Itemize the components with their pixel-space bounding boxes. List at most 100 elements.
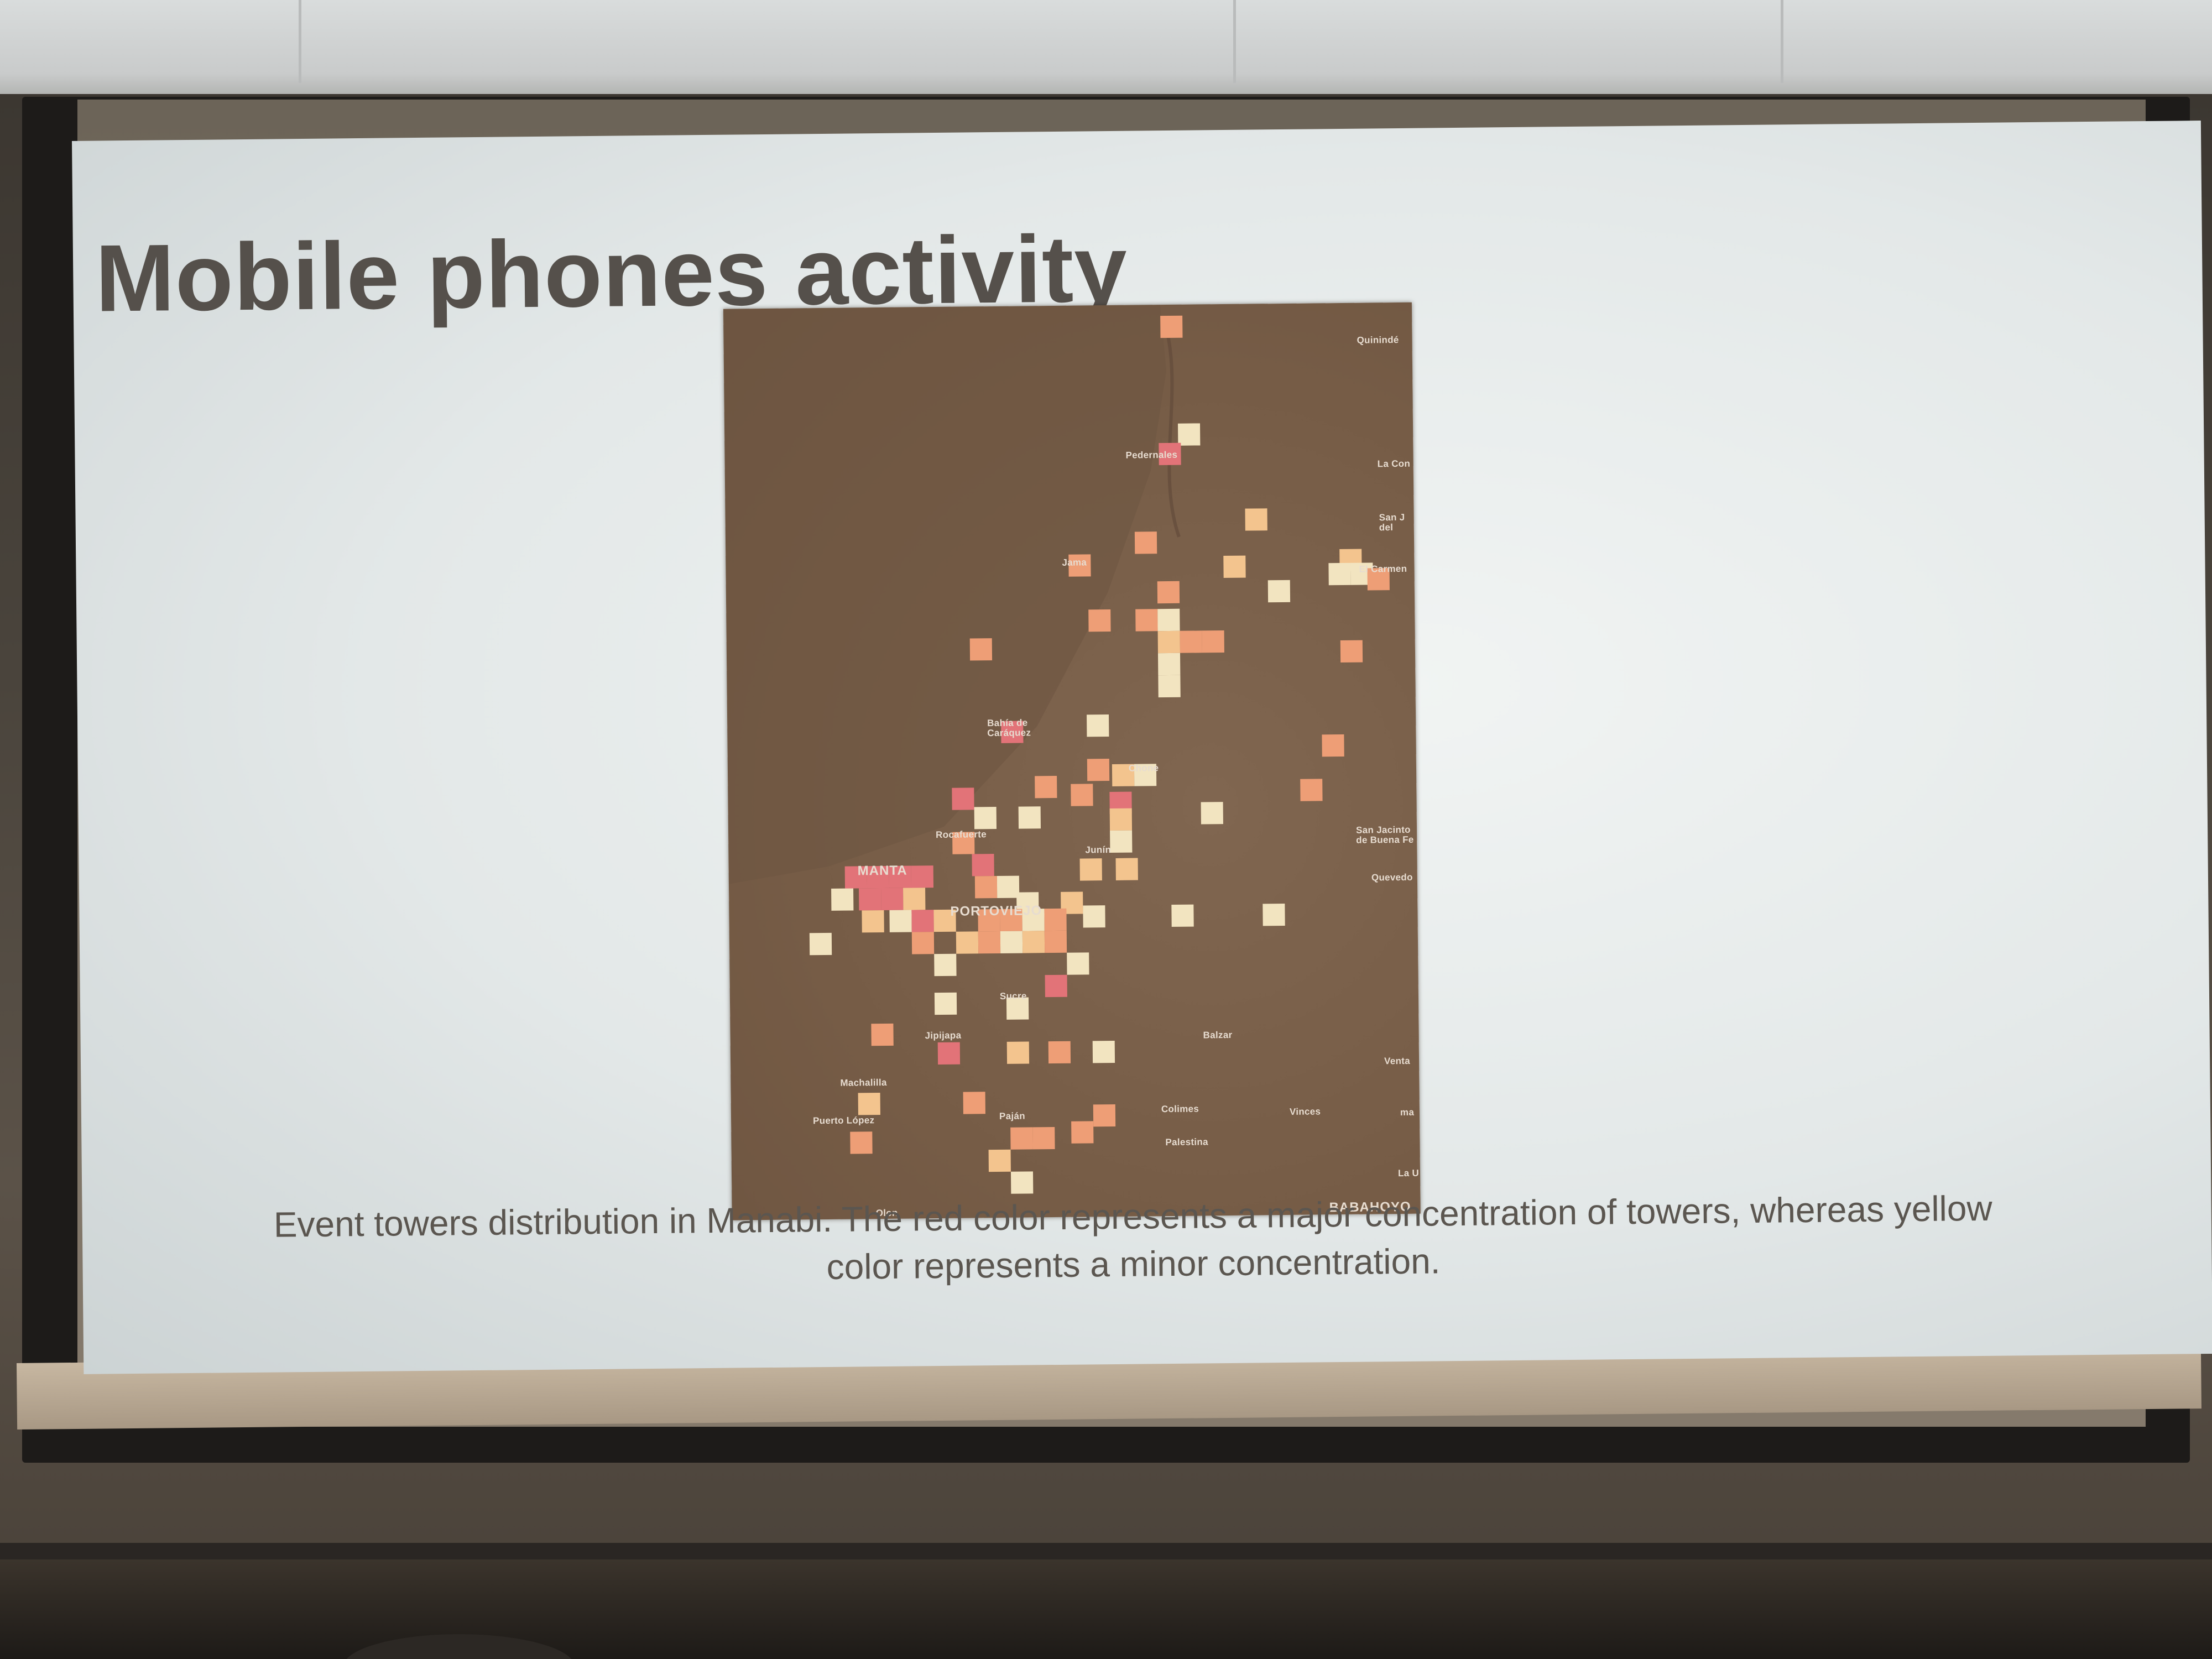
label-pedernales: Pedernales [1125, 449, 1178, 461]
tower-cell [978, 909, 1000, 932]
label-quininde: Quinindé [1357, 334, 1399, 346]
tower-cell [1071, 1121, 1094, 1144]
tower-cell [937, 1042, 961, 1065]
room-lower-wall [0, 1559, 2212, 1659]
label-jipijapa: Jipijapa [925, 1030, 962, 1041]
tower-cell [1010, 1127, 1033, 1150]
label-ma: ma [1400, 1107, 1415, 1118]
tower-cell [952, 787, 974, 810]
tower-cell [1157, 581, 1180, 604]
tower-cell [1061, 891, 1083, 914]
tower-cell [1157, 630, 1180, 654]
tower-cell [1112, 764, 1135, 786]
tower-cell [1171, 904, 1194, 927]
label-rocafuerte: Rocafuerte [936, 829, 987, 841]
tower-cell [1134, 764, 1157, 786]
tower-cell [1068, 554, 1091, 577]
tower-cell [1067, 952, 1089, 975]
tower-cell [1115, 858, 1138, 880]
tower-cell [1201, 802, 1223, 825]
tower-cell [903, 888, 926, 910]
tower-cell [1340, 640, 1363, 663]
label-el-carmen: El Carmen [1359, 563, 1407, 575]
label-balzar: Balzar [1203, 1029, 1233, 1041]
tower-cell [1022, 931, 1045, 953]
tower-cell [1328, 562, 1351, 586]
presentation-slide: Mobile phones activity Quinindé La Con S… [72, 121, 2212, 1374]
tower-cell [969, 638, 993, 661]
tower-cell [1000, 931, 1023, 953]
label-la-con: La Con [1377, 458, 1411, 469]
tower-cell [871, 1023, 894, 1046]
tower-cell [1300, 779, 1323, 801]
tower-cell [972, 854, 994, 877]
ceiling-seam [1233, 0, 1236, 83]
tower-cell [1079, 858, 1102, 881]
slide-caption: Event towers distribution in Manabi. The… [170, 1183, 2095, 1297]
tower-density-map: Quinindé La Con San J del El Carmen Pede… [723, 302, 1421, 1220]
label-jama: Jama [1062, 557, 1087, 568]
tower-cell [1093, 1104, 1116, 1127]
tower-cell [988, 1149, 1011, 1172]
label-vinces: Vinces [1289, 1106, 1321, 1117]
tower-cell [867, 865, 890, 889]
tower-cell [809, 932, 832, 956]
tower-cell [974, 876, 998, 899]
river-line [1164, 326, 1181, 538]
tower-cell [1018, 806, 1041, 829]
label-ventanas: Venta [1384, 1055, 1411, 1067]
tower-cell [1267, 580, 1291, 603]
tower-cell [997, 875, 1020, 899]
tower-cell [850, 1131, 873, 1154]
tower-cell [1202, 630, 1224, 653]
tower-cell [1044, 930, 1067, 953]
label-san-jacinto: San Jacinto de Buena Fe [1355, 824, 1414, 846]
tower-cell [831, 888, 854, 911]
label-palestina: Palestina [1165, 1136, 1208, 1148]
tower-cell [1367, 568, 1390, 591]
tower-cell [844, 866, 868, 889]
tower-cell [911, 865, 934, 888]
tower-cell [1032, 1127, 1055, 1150]
tower-cell [978, 931, 1001, 954]
tower-cell [1010, 1171, 1034, 1194]
label-machalilla: Machalilla [840, 1077, 887, 1088]
tower-cell [889, 910, 912, 932]
tower-cell [881, 888, 904, 911]
tower-cell [862, 910, 884, 933]
ceiling-seam [299, 0, 301, 83]
tower-cell [911, 932, 935, 954]
tower-cell [1092, 1040, 1115, 1063]
tower-cell [1044, 908, 1067, 931]
label-la-u: La U [1397, 1167, 1420, 1179]
tower-cell [1048, 1041, 1071, 1064]
label-colimes: Colimes [1161, 1103, 1199, 1115]
tower-cell [933, 909, 956, 932]
tower-cell [1022, 909, 1045, 931]
label-quevedo: Quevedo [1371, 872, 1413, 883]
tower-cell [1135, 609, 1158, 632]
tower-cell [1087, 714, 1109, 737]
label-manta: MANTA [857, 863, 907, 879]
tower-cell [952, 832, 975, 854]
coastline-shading [723, 305, 1167, 884]
ceiling-seam [1781, 0, 1783, 83]
tower-cell [934, 953, 957, 977]
tower-cell [1157, 608, 1180, 632]
tower-cell [1109, 808, 1133, 831]
tower-cell [1045, 974, 1067, 998]
tower-cell [1071, 784, 1093, 806]
ceiling [0, 0, 2212, 105]
tower-cell [1245, 508, 1267, 531]
tower-cell [1006, 997, 1029, 1020]
label-chone: Chone [1128, 763, 1159, 774]
label-san-j-del: San J del [1379, 512, 1405, 533]
map-canvas [723, 305, 1390, 1194]
tower-cell [956, 931, 979, 954]
tower-cell [1157, 653, 1181, 676]
tower-cell [1110, 830, 1133, 853]
tower-cell [1134, 531, 1157, 554]
tower-cell [858, 1093, 880, 1115]
label-bahia-de-caraquez: Bahía de Caráquez [987, 717, 1031, 739]
